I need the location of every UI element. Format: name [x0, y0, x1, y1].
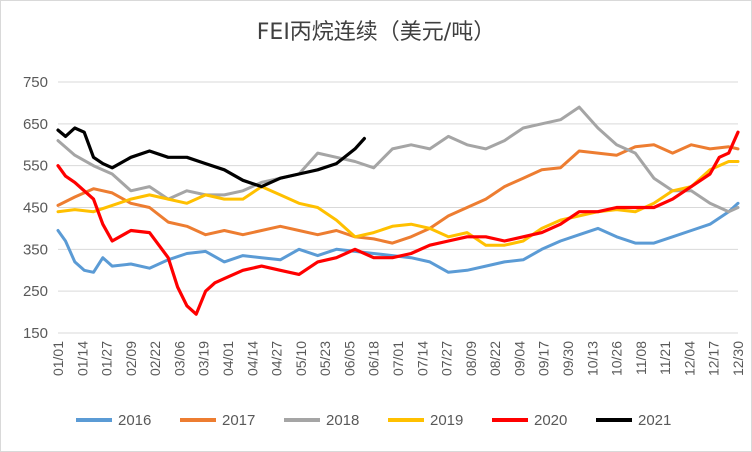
x-tick-label: 05/23 [317, 341, 333, 376]
x-tick-label: 06/05 [341, 341, 357, 376]
y-tick-label: 150 [23, 325, 48, 342]
x-tick-label: 08/09 [463, 341, 479, 376]
legend-label-2016: 2016 [118, 412, 151, 429]
x-tick-label: 11/08 [633, 341, 649, 375]
x-tick-label: 03/06 [171, 341, 187, 376]
y-axis-ticks: 150 250 350 450 550 650 750 [23, 74, 48, 342]
y-tick-label: 350 [23, 241, 48, 258]
y-tick-label: 550 [23, 158, 48, 175]
x-tick-label: 12/17 [706, 341, 722, 376]
x-axis-ticks: 01/01 01/14 01/27 02/09 02/22 03/06 03/19 04/01… [50, 341, 746, 376]
x-tick-label: 10/13 [584, 341, 600, 376]
x-tick-label: 09/17 [536, 341, 552, 376]
series-line-2018 [56, 105, 740, 214]
x-tick-label: 04/27 [269, 341, 285, 376]
x-tick-label: 12/30 [730, 341, 746, 376]
legend-label-2018: 2018 [326, 412, 359, 429]
x-tick-label: 07/01 [390, 341, 406, 376]
series-line-2020 [56, 130, 740, 316]
x-tick-label: 01/01 [50, 341, 66, 376]
x-tick-label: 07/14 [414, 341, 430, 376]
legend-label-2020: 2020 [534, 412, 567, 429]
legend-label-2017: 2017 [222, 412, 255, 429]
x-tick-label: 05/10 [293, 341, 309, 376]
x-tick-label: 02/09 [123, 341, 139, 376]
y-tick-label: 450 [23, 200, 48, 217]
x-tick-label: 10/26 [609, 341, 625, 376]
series-line-2021 [56, 126, 366, 189]
series-line-2017 [56, 143, 740, 245]
x-tick-label: 03/19 [196, 341, 212, 376]
x-tick-label: 08/22 [487, 341, 503, 376]
x-tick-label: 02/22 [147, 341, 163, 376]
chart-title: FEI丙烷连续（美元/吨） [256, 20, 496, 45]
legend-label-2019: 2019 [430, 412, 463, 429]
x-tick-label: 11/21 [657, 341, 673, 375]
x-tick-label: 01/14 [74, 341, 90, 376]
x-tick-label: 04/14 [244, 341, 260, 376]
x-tick-label: 07/27 [439, 341, 455, 376]
x-tick-label: 12/04 [681, 341, 697, 376]
x-tick-label: 04/01 [220, 341, 236, 376]
x-tick-label: 09/04 [511, 341, 527, 376]
series-lines [56, 105, 740, 316]
x-tick-label: 01/27 [99, 341, 115, 376]
y-tick-label: 650 [23, 116, 48, 133]
x-tick-label: 09/30 [560, 341, 576, 376]
y-tick-label: 750 [23, 74, 48, 91]
x-tick-label: 06/18 [366, 341, 382, 376]
legend-label-2021: 2021 [638, 412, 671, 429]
legend: 2016 2017 2018 2019 2020 2021 [76, 412, 671, 429]
series-line-2019 [56, 160, 740, 247]
y-tick-label: 250 [23, 283, 48, 300]
series-line-2016 [56, 201, 740, 274]
